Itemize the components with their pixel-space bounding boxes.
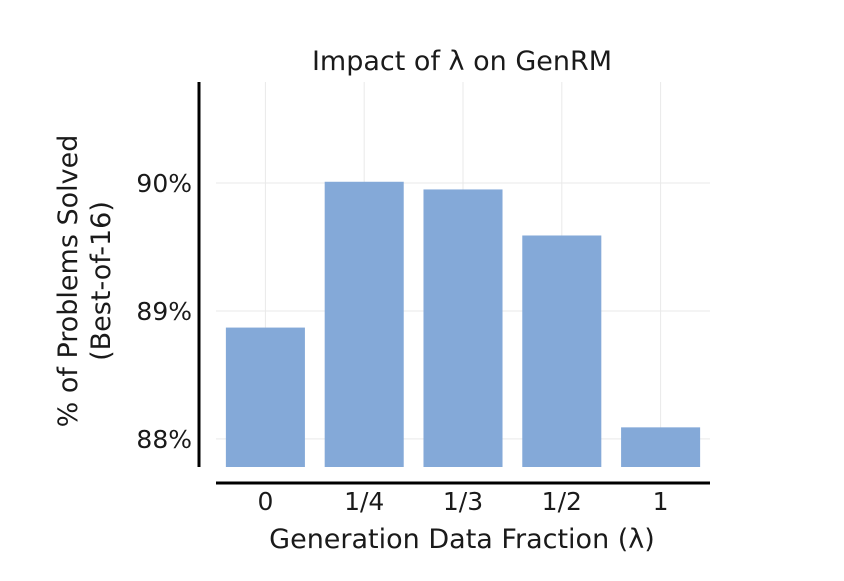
x-tick-label: 0 xyxy=(257,487,273,516)
y-tick-label: 89% xyxy=(136,297,192,326)
x-axis-label: Generation Data Fraction (λ) xyxy=(269,524,655,555)
y-axis-label-line2: (Best-of-16) xyxy=(86,201,117,361)
y-axis-label-line1: % of Problems Solved xyxy=(53,135,84,428)
x-tick-label: 1/4 xyxy=(344,487,384,516)
bar-1-3 xyxy=(423,189,503,467)
bars-layer xyxy=(225,181,701,467)
y-tick-label: 90% xyxy=(136,169,192,198)
x-tick-label: 1 xyxy=(653,487,669,516)
x-tick-labels: 0 1/4 1/3 1/2 1 xyxy=(257,487,668,516)
y-tick-label: 88% xyxy=(136,425,192,454)
bar-0 xyxy=(225,327,305,467)
x-tick-label: 1/2 xyxy=(542,487,582,516)
y-tick-labels: 88% 89% 90% xyxy=(136,169,192,454)
bar-1-2 xyxy=(522,235,602,467)
chart-title: Impact of λ on GenRM xyxy=(312,46,612,77)
bar-1-4 xyxy=(324,181,404,467)
bar-1 xyxy=(621,427,701,467)
x-tick-label: 1/3 xyxy=(443,487,483,516)
